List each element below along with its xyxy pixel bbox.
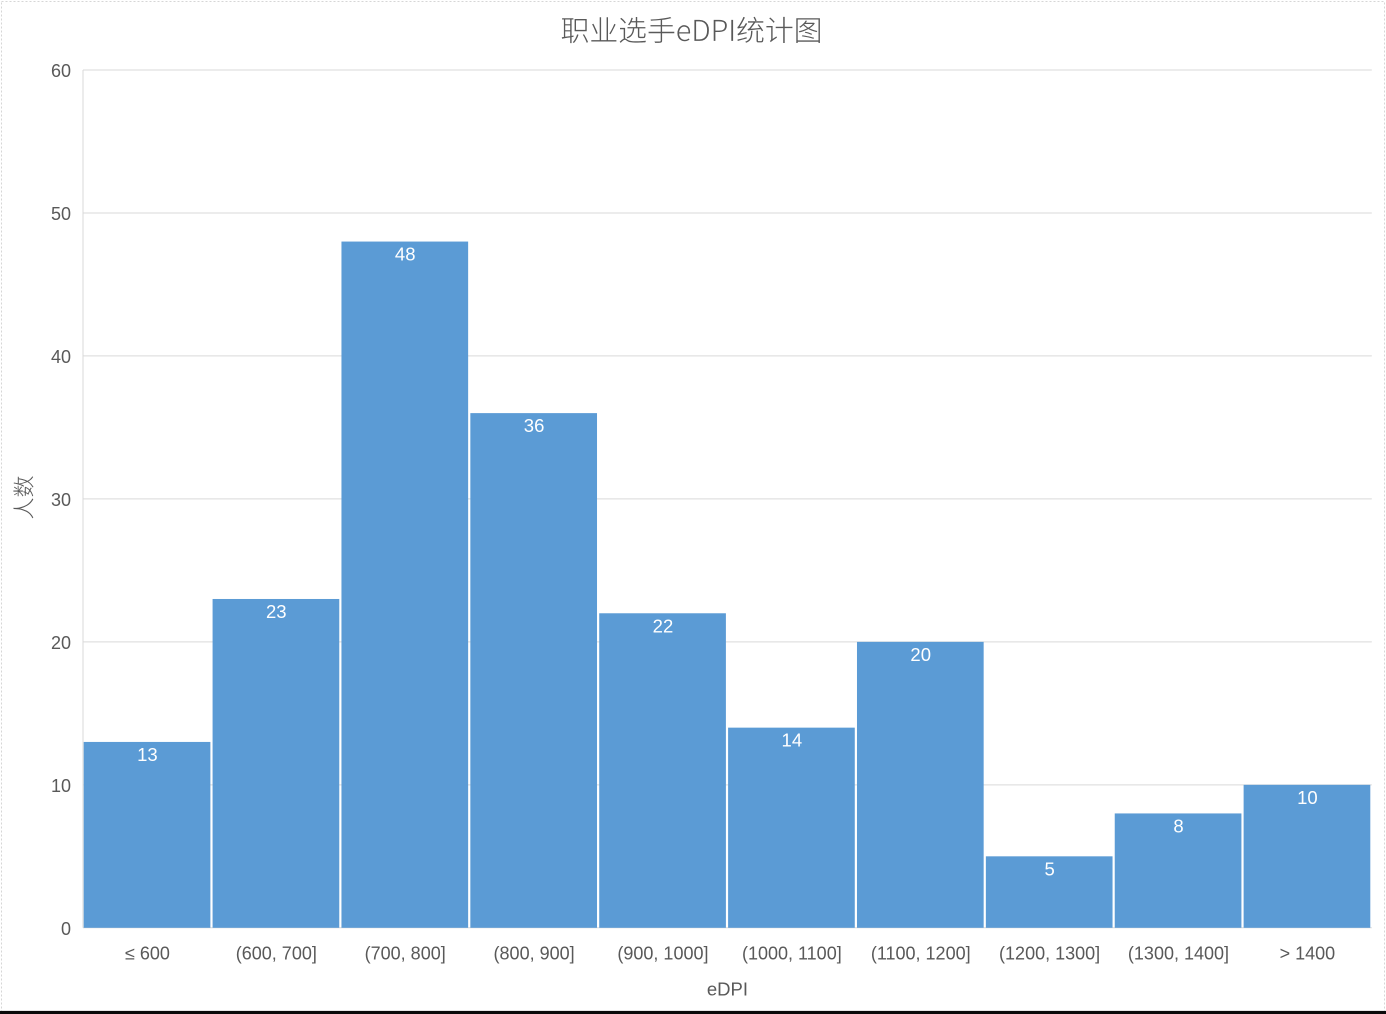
svg-text:5: 5 (1044, 858, 1054, 879)
svg-text:10: 10 (1297, 787, 1318, 808)
svg-text:22: 22 (653, 615, 674, 636)
svg-text:(800, 900]: (800, 900] (494, 943, 575, 963)
svg-text:36: 36 (524, 415, 545, 436)
svg-text:13: 13 (137, 744, 158, 765)
svg-text:(900, 1000]: (900, 1000] (617, 943, 708, 963)
svg-text:30: 30 (51, 490, 71, 510)
svg-text:(1100, 1200]: (1100, 1200] (871, 943, 971, 963)
svg-text:40: 40 (51, 347, 71, 367)
svg-text:48: 48 (395, 244, 416, 265)
svg-text:> 1400: > 1400 (1280, 943, 1336, 963)
svg-text:eDPI: eDPI (707, 979, 748, 1000)
svg-text:(1300, 1400]: (1300, 1400] (1128, 943, 1229, 963)
svg-text:(600, 700]: (600, 700] (236, 943, 317, 963)
svg-text:≤ 600: ≤ 600 (125, 943, 170, 963)
svg-text:(1000, 1100]: (1000, 1100] (742, 943, 842, 963)
svg-text:(700, 800]: (700, 800] (365, 943, 446, 963)
svg-text:10: 10 (51, 776, 71, 796)
svg-text:50: 50 (51, 204, 71, 224)
svg-text:14: 14 (782, 730, 803, 751)
svg-text:20: 20 (51, 633, 71, 653)
svg-text:60: 60 (51, 61, 71, 81)
svg-text:0: 0 (61, 919, 71, 939)
svg-text:8: 8 (1173, 815, 1183, 836)
svg-text:23: 23 (266, 601, 287, 622)
svg-text:(1200, 1300]: (1200, 1300] (999, 943, 1100, 963)
svg-text:20: 20 (910, 644, 931, 665)
